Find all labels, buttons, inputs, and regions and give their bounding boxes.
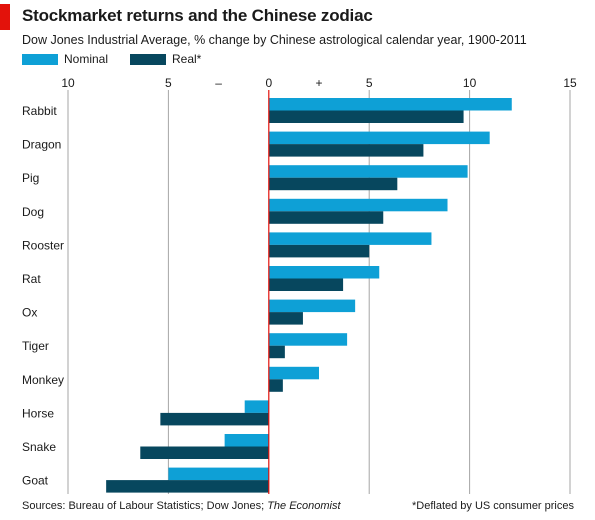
- x-tick-label: 10: [61, 76, 75, 90]
- chart-title: Stockmarket returns and the Chinese zodi…: [22, 6, 373, 25]
- category-label: Rooster: [22, 238, 64, 252]
- bar-nominal: [244, 400, 269, 413]
- category-label: Dragon: [22, 138, 61, 152]
- category-label: Tiger: [22, 339, 49, 353]
- category-label: Horse: [22, 406, 54, 420]
- bar-nominal: [268, 299, 356, 313]
- bar-nominal: [224, 434, 269, 447]
- source-note: Sources: Bureau of Labour Statistics; Do…: [22, 500, 341, 512]
- legend-label-real: Real*: [172, 52, 202, 66]
- category-label: Monkey: [22, 373, 64, 387]
- bar-nominal: [268, 266, 380, 279]
- category-label: Goat: [22, 474, 49, 488]
- category-label: Ox: [22, 306, 37, 320]
- x-tick-label: 5: [165, 76, 172, 90]
- bar-real: [268, 379, 283, 392]
- bar-real: [268, 110, 464, 123]
- bar-nominal: [268, 165, 468, 178]
- category-label: Rat: [22, 272, 41, 286]
- category-label: Pig: [22, 171, 39, 185]
- legend-item-real: Real*: [130, 52, 201, 66]
- bar-nominal: [268, 232, 432, 245]
- bar-real: [106, 480, 269, 493]
- x-tick-label: 15: [563, 76, 577, 90]
- bar-real: [268, 211, 384, 224]
- bar-nominal: [168, 467, 269, 481]
- category-label: Dog: [22, 205, 44, 219]
- legend-swatch-nominal: [22, 53, 58, 65]
- bar-real: [268, 278, 344, 291]
- bar-real: [160, 412, 269, 426]
- bar-nominal: [268, 198, 448, 212]
- category-label: Snake: [22, 440, 56, 454]
- x-tick-label: 0: [265, 76, 272, 90]
- x-tick-label: +: [315, 76, 322, 90]
- bar-nominal: [268, 131, 490, 145]
- bar-real: [268, 345, 285, 359]
- source-italic: The Economist: [267, 500, 341, 512]
- bar-nominal: [268, 333, 348, 346]
- bar-real: [268, 244, 370, 258]
- legend-label-nominal: Nominal: [64, 52, 109, 66]
- source-text: Sources: Bureau of Labour Statistics; Do…: [22, 500, 268, 512]
- bar-real: [268, 177, 398, 191]
- x-tick-label: 10: [463, 76, 477, 90]
- bar-nominal: [268, 98, 512, 111]
- bar-real: [268, 144, 424, 157]
- bar-nominal: [268, 366, 319, 380]
- legend-item-nominal: Nominal: [22, 52, 108, 66]
- x-tick-label: 5: [366, 76, 373, 90]
- bar-real: [268, 312, 303, 325]
- x-tick-label: –: [215, 76, 222, 90]
- chart-subtitle: Dow Jones Industrial Average, % change b…: [22, 33, 527, 47]
- deflation-note: *Deflated by US consumer prices: [411, 500, 574, 512]
- category-label: Rabbit: [22, 104, 57, 118]
- bar-real: [140, 446, 269, 459]
- accent-bar: [0, 4, 10, 30]
- legend-swatch-real: [130, 53, 166, 65]
